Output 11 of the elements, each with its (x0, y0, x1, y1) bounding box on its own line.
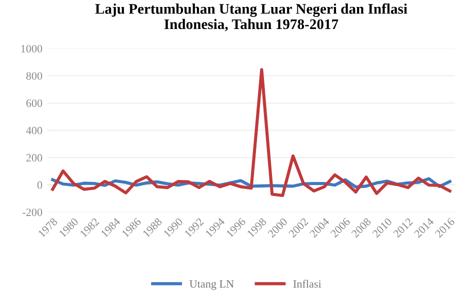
y-tick-label: 800 (26, 72, 42, 80)
legend-label: Inflasi (293, 280, 322, 288)
legend-label: Utang LN (190, 280, 234, 290)
y-tick-label: -200 (22, 208, 42, 216)
y-tick-label: 1000 (21, 44, 42, 52)
chart-title: Laju Pertumbuhan Utang Luar Negeri dan Inflasi Indonesia, Tahun 1978-2017 (95, 3, 408, 32)
line-series (51, 68, 452, 197)
y-tick-label: 0 (37, 181, 42, 189)
y-tick-label: 200 (26, 154, 42, 162)
y-tick-label: 400 (26, 126, 42, 134)
y-tick-label: 600 (26, 99, 42, 107)
